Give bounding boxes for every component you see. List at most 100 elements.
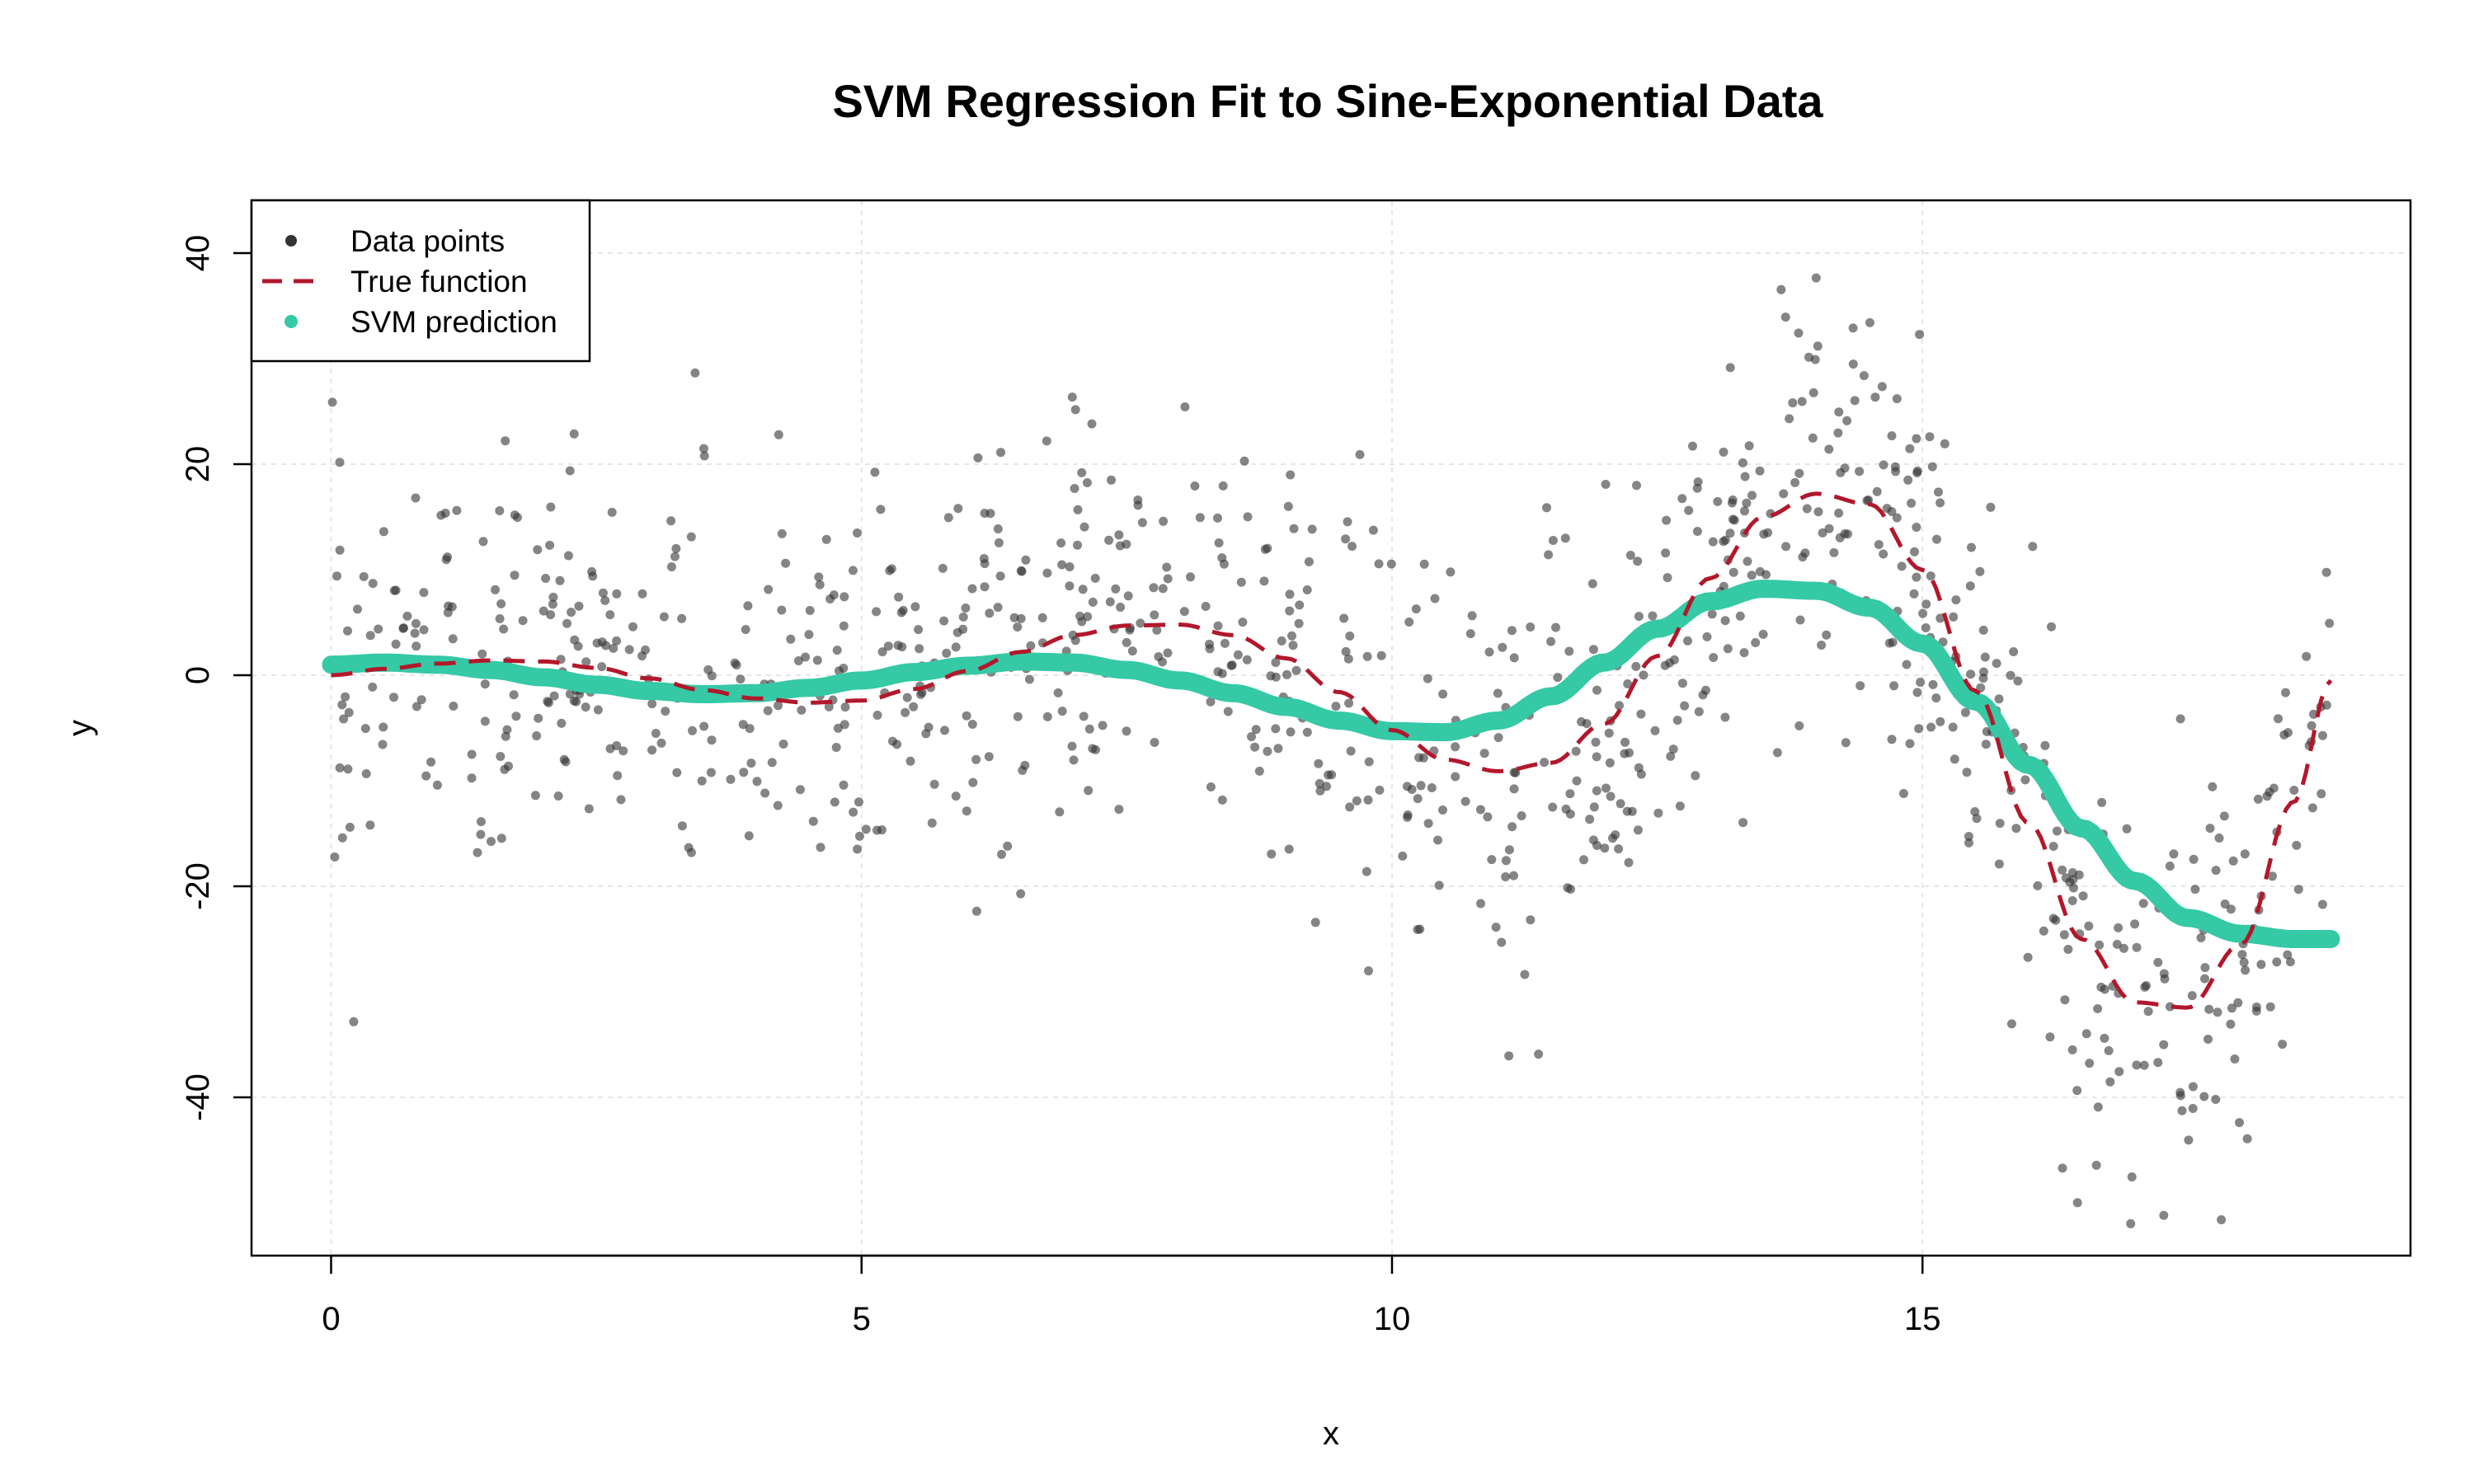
data-point <box>1566 885 1575 894</box>
data-point <box>1663 573 1672 583</box>
y-axis-label: y <box>62 720 98 736</box>
data-point <box>777 528 787 538</box>
data-point <box>656 738 666 748</box>
data-point <box>2204 1004 2214 1014</box>
data-point <box>1587 579 1597 589</box>
data-point <box>2047 622 2056 632</box>
data-point <box>495 506 505 515</box>
data-point <box>1677 494 1687 504</box>
data-point <box>910 602 920 612</box>
data-point <box>1277 636 1286 646</box>
data-point <box>1087 419 1097 429</box>
data-point <box>2213 1007 2222 1017</box>
data-point <box>1376 650 1386 660</box>
data-point <box>2211 1095 2221 1104</box>
data-point <box>559 754 569 764</box>
data-point <box>2316 789 2326 799</box>
data-point <box>2214 834 2224 843</box>
data-point <box>995 571 1005 581</box>
data-point <box>2184 1135 2194 1145</box>
x-tick-label-0: 0 <box>322 1301 340 1337</box>
data-point <box>2139 1060 2149 1070</box>
data-point <box>2321 567 2331 577</box>
data-point <box>2227 1003 2236 1013</box>
data-point <box>840 720 849 730</box>
data-point <box>344 707 354 717</box>
data-point <box>1926 571 1935 581</box>
data-point <box>1467 611 1477 621</box>
data-point <box>1079 522 1089 532</box>
data-point <box>1912 688 1922 697</box>
data-point <box>2278 1040 2288 1050</box>
data-point <box>1291 665 1301 675</box>
data-point <box>1927 462 1937 472</box>
series-lines <box>322 491 2340 1010</box>
data-point <box>1813 341 1823 351</box>
data-point <box>421 771 431 781</box>
data-point <box>1075 611 1084 621</box>
data-point <box>699 451 709 461</box>
data-point <box>1544 550 1554 560</box>
data-point <box>398 623 408 633</box>
data-point <box>1294 618 1304 628</box>
data-point <box>368 579 378 589</box>
data-point <box>2132 942 2142 952</box>
data-point <box>1589 802 1599 812</box>
data-point <box>1813 507 1823 517</box>
data-point <box>1925 432 1935 442</box>
data-point <box>1692 483 1702 493</box>
data-point <box>565 466 575 476</box>
data-point <box>1451 772 1460 782</box>
data-point <box>1055 807 1065 817</box>
data-point <box>1840 463 1850 473</box>
data-point <box>952 627 962 637</box>
data-point <box>1994 859 2004 869</box>
data-point <box>569 429 579 439</box>
data-point <box>1865 317 1874 327</box>
data-point <box>1250 742 1260 752</box>
data-point <box>1650 726 1660 735</box>
data-point <box>1479 749 1489 758</box>
data-point <box>1926 722 1936 732</box>
data-point <box>1114 530 1124 540</box>
data-point <box>812 655 822 665</box>
svm-prediction-line <box>322 580 2340 948</box>
data-point <box>1322 782 1331 791</box>
data-point <box>1327 770 1337 780</box>
data-point <box>2127 1172 2137 1181</box>
data-point <box>752 777 762 787</box>
data-point <box>1220 638 1230 648</box>
data-point <box>1070 405 1080 415</box>
data-point <box>1355 449 1365 459</box>
data-point <box>973 453 983 463</box>
data-point <box>929 779 939 789</box>
data-point <box>1602 783 1611 793</box>
data-point <box>1217 553 1227 563</box>
data-point <box>1548 802 1558 812</box>
data-point <box>1772 748 1782 758</box>
data-point <box>1615 701 1624 711</box>
data-point <box>1903 475 1913 485</box>
data-point <box>1824 524 1834 533</box>
data-point <box>335 545 345 555</box>
data-point <box>1747 571 1757 580</box>
data-point <box>1438 689 1448 699</box>
data-point <box>1206 782 1216 791</box>
data-point <box>1504 845 1514 855</box>
data-point <box>1592 752 1602 762</box>
data-point <box>412 702 421 711</box>
data-point <box>1579 855 1588 865</box>
data-point <box>2240 849 2250 859</box>
data-point <box>773 801 783 810</box>
data-point <box>914 625 924 635</box>
data-point <box>1416 781 1426 791</box>
data-point <box>2242 1134 2252 1144</box>
data-point <box>1056 538 1066 548</box>
data-point <box>2237 950 2247 960</box>
data-point <box>1675 801 1685 811</box>
data-point <box>1419 559 1429 569</box>
data-point <box>1021 555 1031 565</box>
data-point <box>1739 648 1749 658</box>
data-point <box>2265 787 2274 797</box>
data-point <box>2052 826 2062 836</box>
